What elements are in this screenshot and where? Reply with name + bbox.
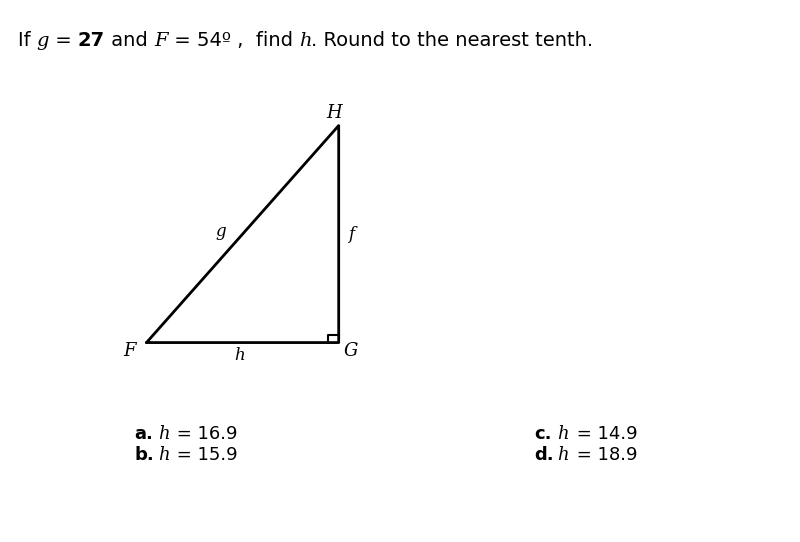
Text: h: h [299, 32, 311, 50]
Text: f: f [348, 225, 354, 243]
Text: h: h [558, 425, 569, 443]
Text: d.: d. [534, 446, 554, 464]
Text: F: F [154, 32, 168, 50]
Text: h: h [234, 346, 245, 364]
Text: H: H [326, 104, 342, 122]
Text: c.: c. [534, 425, 551, 443]
Text: h: h [558, 446, 569, 464]
Text: . Round to the nearest tenth.: . Round to the nearest tenth. [311, 31, 594, 50]
Text: F: F [123, 342, 136, 360]
Text: h: h [158, 425, 170, 443]
Text: = 15.9: = 15.9 [171, 446, 238, 464]
Text: = 18.9: = 18.9 [571, 446, 638, 464]
Text: g: g [37, 32, 49, 50]
Text: = 16.9: = 16.9 [171, 425, 238, 443]
Text: =: = [49, 31, 78, 50]
Text: = 54º ,  find: = 54º , find [168, 31, 299, 50]
Text: and: and [105, 31, 154, 50]
Text: 27: 27 [78, 31, 105, 50]
Text: G: G [344, 342, 358, 360]
Text: If: If [18, 31, 37, 50]
Text: a.: a. [134, 425, 153, 443]
Text: b.: b. [134, 446, 154, 464]
Text: g: g [215, 223, 226, 241]
Text: = 14.9: = 14.9 [571, 425, 638, 443]
Text: h: h [158, 446, 170, 464]
